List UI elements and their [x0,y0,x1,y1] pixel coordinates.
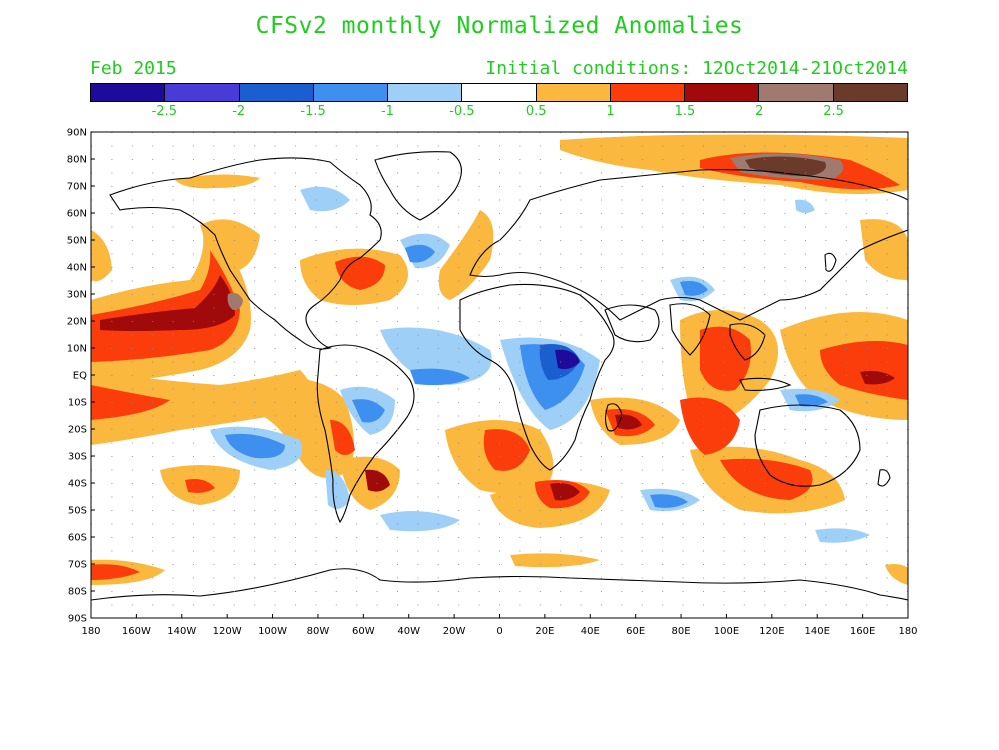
colorbar-label: 2 [755,104,764,119]
longitude-tick-label: 100E [714,626,739,637]
colorbar-label: -1.5 [300,104,326,119]
latitude-tick-label: 30S [68,452,87,463]
colorbar-label: 0.5 [525,104,547,119]
colorbar-label: -1 [380,104,394,119]
latitude-tick-label: 40N [67,263,87,274]
colorbar [90,83,908,102]
longitude-tick-label: 100W [258,626,287,637]
longitude-tick-label: 20E [535,626,554,637]
longitude-tick-label: 80W [307,626,330,637]
latitude-tick-label: 20S [68,425,87,436]
latitude-tick-label: 70S [68,560,87,571]
latitude-tick-label: 60S [68,533,87,544]
colorbar-swatch [462,84,537,101]
longitude-tick-label: 60W [352,626,375,637]
latitude-tick-label: 40S [68,479,87,490]
colorbar-label: -0.5 [449,104,475,119]
anomaly-field [91,132,908,618]
colorbar-swatch [313,84,389,101]
latitude-tick-label: 90S [68,614,87,625]
latitude-tick-label: 20N [67,317,87,328]
colorbar-swatch [610,84,686,101]
longitude-tick-label: 180 [898,626,917,637]
colorbar-swatch [685,84,760,101]
colorbar-swatch [165,84,240,101]
longitude-axis: 180 160W 140W 120W 100W 80W 60W 40W 20W 0 20E 40E 60… [81,614,918,637]
latitude-tick-label: 10N [67,344,87,355]
longitude-tick-label: 60E [626,626,645,637]
latitude-tick-label: 50N [67,236,87,247]
colorbar-label: -2 [232,104,246,119]
latitude-tick-label: 80S [68,587,87,598]
latitude-tick-label: 10S [68,398,87,409]
longitude-tick-label: 140E [805,626,830,637]
longitude-tick-label: 140W [167,626,196,637]
colorbar-swatch [759,84,834,101]
longitude-tick-label: 160E [850,626,875,637]
colorbar-label: 2.5 [823,104,844,119]
longitude-tick-label: 160W [122,626,151,637]
longitude-tick-label: 180 [81,626,100,637]
latitude-tick-label: 50S [68,506,87,517]
colorbar-label: 1.5 [674,104,696,119]
longitude-tick-label: 40W [397,626,420,637]
latitude-tick-label: 80N [67,155,87,166]
forecast-month: Feb 2015 [90,58,177,79]
longitude-tick-label: 120W [213,626,242,637]
latitude-tick-label: 30N [67,290,87,301]
longitude-tick-label: 80E [672,626,691,637]
colorbar-swatch [239,84,314,101]
longitude-tick-label: 20W [443,626,466,637]
colorbar-swatch [388,84,463,101]
longitude-tick-label: 40E [581,626,600,637]
colorbar-labels: -2.5 -2 -1.5 -1 -0.5 0.5 1 1.5 2 2.5 [90,104,908,122]
colorbar-label: 1 [606,104,615,119]
latitude-tick-label: 70N [67,182,87,193]
colorbar-swatch [91,84,166,101]
map-title: CFSv2 monthly Normalized Anomalies [255,13,744,39]
initial-conditions: Initial conditions: 12Oct2014-21Oct2014 [485,58,908,79]
latitude-tick-label: 60N [67,209,87,220]
latitude-axis: 90N 80N 70N 60N 50N 40N 30N 20N 10N EQ 10S 20S 30S 40… [67,128,95,625]
colorbar-swatch [536,84,611,101]
latitude-tick-label: EQ [73,371,87,382]
colorbar-label: -2.5 [151,104,178,119]
longitude-tick-label: 0 [496,626,502,637]
colorbar-swatch [833,84,907,101]
latitude-tick-label: 90N [67,128,87,139]
longitude-tick-label: 120E [759,626,784,637]
